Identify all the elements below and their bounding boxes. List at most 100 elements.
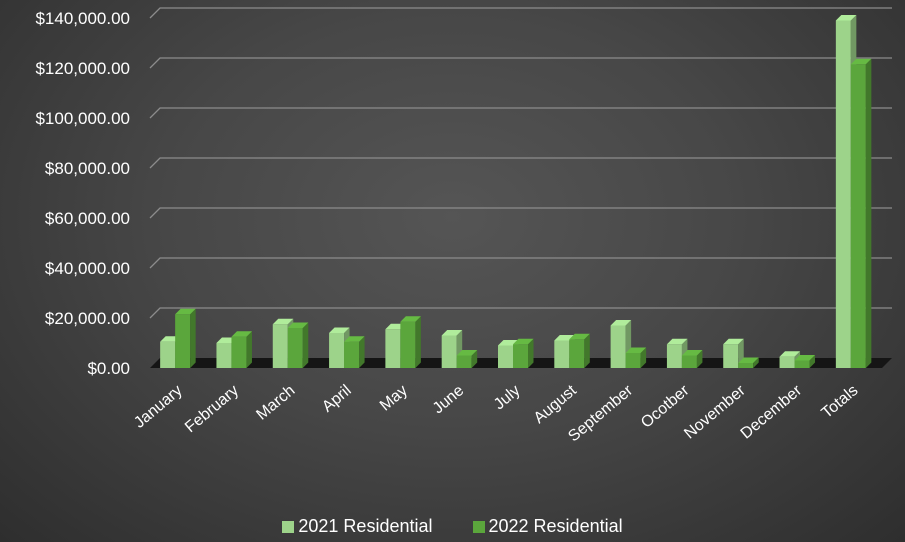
bar-top xyxy=(779,351,801,357)
bar-top xyxy=(835,15,857,21)
x-tick-label: Totals xyxy=(818,382,861,422)
bar xyxy=(569,339,585,368)
bar-top xyxy=(681,350,703,356)
bar xyxy=(385,329,401,368)
bar-side xyxy=(809,355,816,368)
bars xyxy=(160,15,872,368)
bar-side xyxy=(865,58,872,368)
gridlines xyxy=(149,7,892,319)
x-tick-label: May xyxy=(377,382,411,414)
bar xyxy=(835,20,851,368)
bar xyxy=(513,344,528,368)
bar xyxy=(738,363,754,368)
bar-top xyxy=(738,357,759,363)
bar-top xyxy=(441,330,463,336)
bar xyxy=(666,344,682,368)
bar xyxy=(554,340,570,368)
bar-top xyxy=(329,327,350,333)
bar-side xyxy=(415,316,421,368)
y-axis-labels: $0.00 $20,000.00 $40,000.00 $60,000.00 $80,0… xyxy=(35,9,130,378)
bar-side xyxy=(246,331,252,368)
bar-side xyxy=(471,350,478,368)
bar-top xyxy=(175,308,196,315)
gridline xyxy=(149,7,892,19)
x-tick-label: July xyxy=(491,382,524,413)
bar-top xyxy=(287,322,309,328)
bar-top xyxy=(513,338,534,345)
legend-label-2021: 2021 Residential xyxy=(298,516,433,536)
gridline xyxy=(149,107,892,119)
legend-swatch-2021 xyxy=(282,520,295,533)
bar-side xyxy=(528,338,534,368)
legend-item-2021: 2021 Residential xyxy=(282,516,433,537)
bar xyxy=(344,341,360,368)
y-tick-label: $40,000.00 xyxy=(45,259,130,278)
bar xyxy=(625,353,641,368)
y-tick-label: $100,000.00 xyxy=(35,109,130,128)
bar-top xyxy=(272,318,294,325)
x-tick-label: January xyxy=(131,382,186,432)
x-tick-label: November xyxy=(681,382,749,443)
bar-top xyxy=(569,333,590,340)
bar-top xyxy=(610,320,632,326)
x-tick-label: Ocotber xyxy=(638,382,693,432)
bar-top xyxy=(666,338,688,345)
bar xyxy=(794,360,810,368)
gridline xyxy=(149,157,892,169)
bar-top xyxy=(344,336,365,342)
bar-side xyxy=(696,350,703,368)
legend: 2021 Residential 2022 Residential xyxy=(0,516,905,537)
y-tick-label: $80,000.00 xyxy=(45,159,130,178)
gridline xyxy=(149,57,892,69)
bar xyxy=(175,314,191,368)
gridline xyxy=(149,207,892,219)
bar xyxy=(272,324,288,368)
y-tick-label: $60,000.00 xyxy=(45,209,130,228)
legend-swatch-2022 xyxy=(472,520,485,533)
bar xyxy=(681,355,697,368)
bar-side xyxy=(640,347,647,368)
bar xyxy=(441,335,457,368)
bar xyxy=(610,325,626,368)
bar-top xyxy=(400,316,421,322)
bar-top xyxy=(625,347,647,353)
y-tick-label: $140,000.00 xyxy=(35,9,130,28)
gridline xyxy=(149,257,892,269)
bar-top xyxy=(850,58,872,65)
bar xyxy=(329,333,345,368)
bar xyxy=(400,321,416,368)
bar-side xyxy=(302,322,309,368)
x-tick-label: August xyxy=(531,382,581,427)
x-tick-label: March xyxy=(253,382,298,424)
bar xyxy=(456,355,472,368)
bar xyxy=(723,344,739,368)
bar xyxy=(498,345,513,368)
bar-side xyxy=(584,333,590,368)
bar-side xyxy=(190,308,196,368)
bar xyxy=(231,336,247,368)
bar-side xyxy=(753,357,759,368)
x-tick-label: June xyxy=(430,382,468,417)
bar xyxy=(850,64,866,368)
bar xyxy=(779,356,795,368)
x-tick-label: December xyxy=(738,382,806,443)
bar-top xyxy=(231,331,252,337)
y-tick-label: $20,000.00 xyxy=(45,309,130,328)
bar-top xyxy=(794,355,816,361)
x-tick-label: February xyxy=(182,382,242,436)
legend-label-2022: 2022 Residential xyxy=(488,516,623,536)
bar-top xyxy=(456,350,478,356)
y-tick-label: $0.00 xyxy=(87,359,130,378)
bar-top xyxy=(723,338,744,345)
gridline xyxy=(149,307,892,319)
bar xyxy=(216,343,232,368)
y-tick-label: $120,000.00 xyxy=(35,59,130,78)
legend-item-2022: 2022 Residential xyxy=(472,516,623,537)
bar xyxy=(160,341,176,368)
bar xyxy=(287,328,303,368)
bar-side xyxy=(359,336,365,368)
x-tick-label: April xyxy=(319,382,354,416)
